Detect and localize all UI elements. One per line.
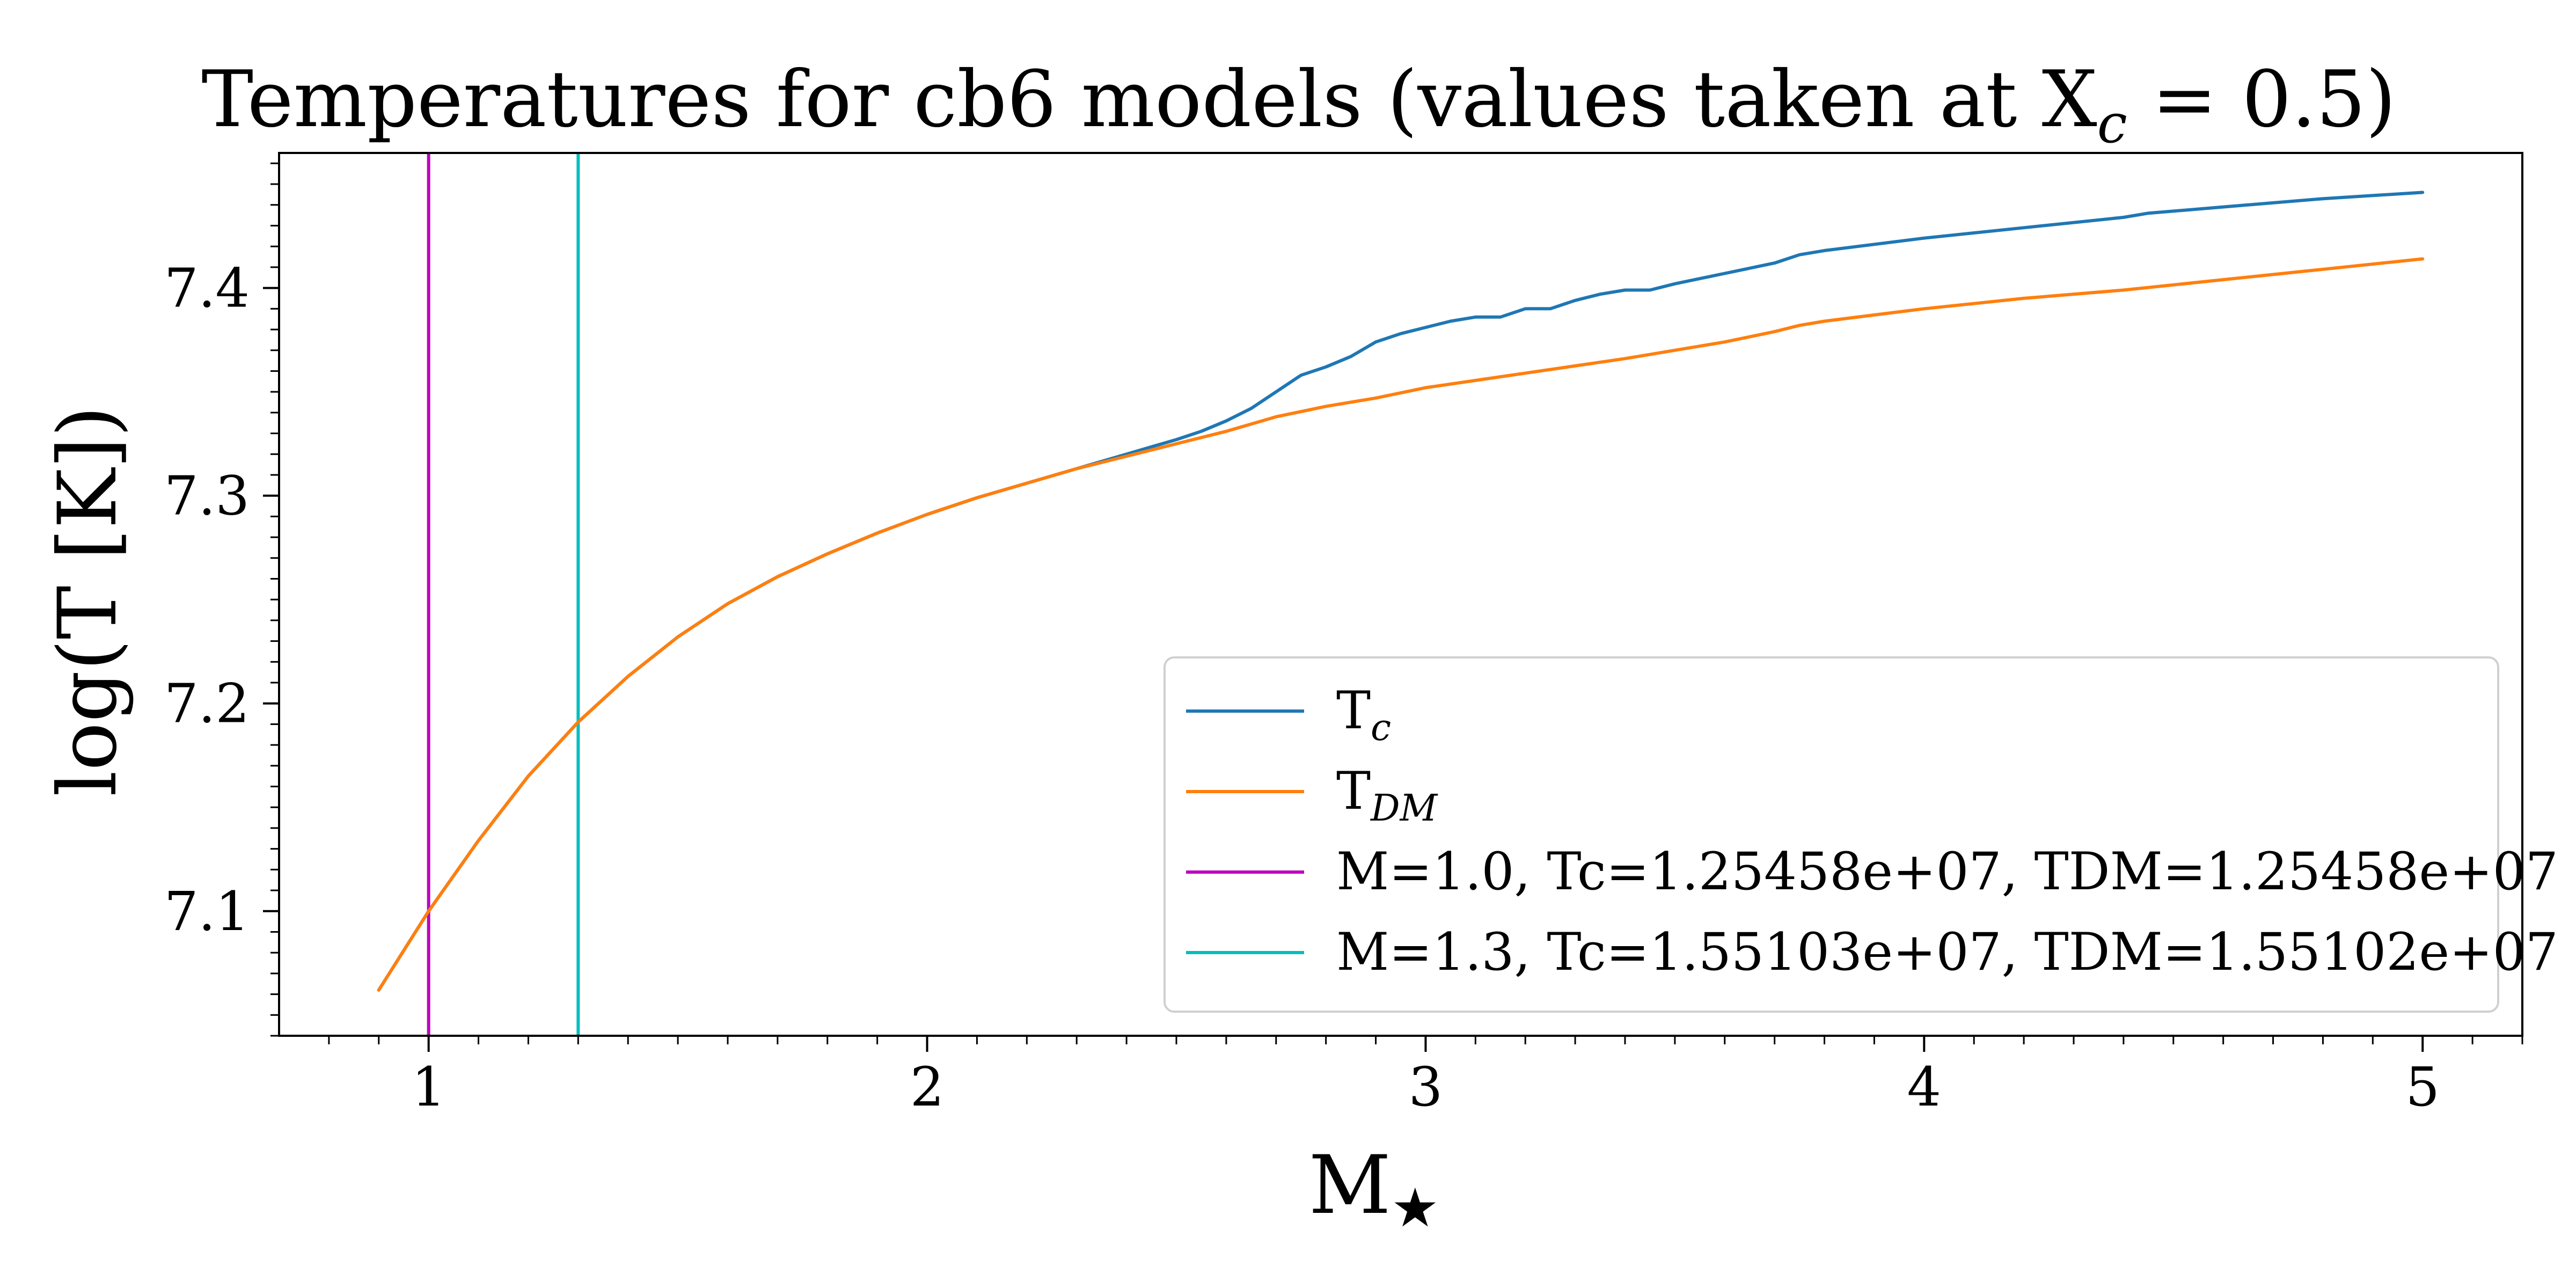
legend: Tc TDM M=1.0, Tc=1.25458e+07, TDM=1.25458e… [1163,656,2558,1013]
series-line-tdm [377,257,2425,992]
legend-label-series-dm: TDM [1336,761,1439,830]
legend-label-series-c: Tc [1336,680,1391,749]
x-tick-label: 3 [1409,1056,1443,1118]
chart-title: Temperatures for cb6 models (values take… [201,54,2396,155]
y-tick-label: 7.4 [164,257,250,320]
y-tick-label: 7.3 [164,465,250,528]
x-axis-label-subscript: ★ [1391,1176,1439,1239]
chart-title-subscript: c [2097,92,2127,155]
axes: 1 2 3 4 5 7.1 7.2 7.3 7.4 [164,152,2523,1118]
y-tick-label: 7.2 [164,672,250,735]
legend-label-vline-1: M=1.0, Tc=1.25458e+07, TDM=1.25458e+07 [1336,841,2558,902]
x-tick-label: 4 [1907,1056,1942,1118]
legend-label-vline-2: M=1.3, Tc=1.55103e+07, TDM=1.55102e+07 [1336,922,2558,982]
x-axis-label: M★ [1308,1139,1439,1239]
x-tick-label: 1 [412,1056,446,1118]
y-axis-label: log(T [K]) [41,406,135,796]
plot-lines [377,153,2425,1036]
x-tick-label: 5 [2405,1056,2440,1118]
x-tick-label: 2 [910,1056,945,1118]
plot-frame [278,152,2523,1037]
legend-box [1163,656,2499,1013]
y-tick-label: 7.1 [164,880,250,943]
